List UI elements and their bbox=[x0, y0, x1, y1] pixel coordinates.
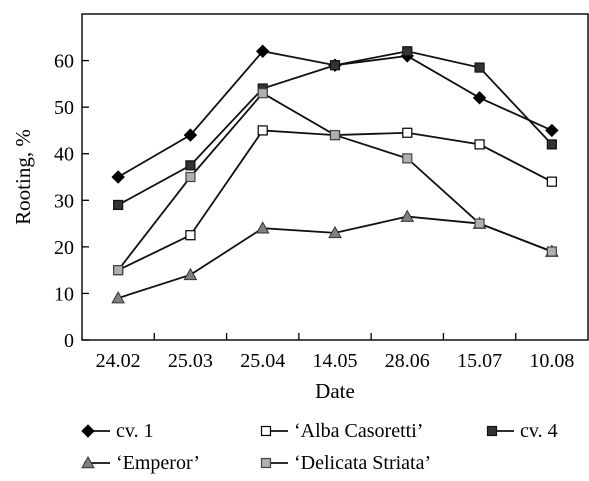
x-tick-label: 14.05 bbox=[313, 350, 358, 372]
legend-label: ‘Delicata Striata’ bbox=[294, 452, 431, 474]
y-tick-label: 40 bbox=[54, 144, 74, 166]
data-point bbox=[185, 171, 196, 183]
data-point bbox=[257, 88, 268, 99]
x-tick-label: 10.08 bbox=[529, 350, 574, 372]
legend-label: ‘Alba Casoretti’ bbox=[294, 420, 423, 442]
data-point bbox=[402, 127, 413, 138]
data-point bbox=[256, 44, 270, 58]
plot-frame bbox=[81, 13, 589, 341]
series-line bbox=[117, 92, 553, 271]
data-point bbox=[255, 221, 270, 234]
data-point bbox=[111, 170, 125, 184]
data-point bbox=[113, 265, 124, 276]
x-axis-ticks: 24.02 25.03 25.04 14.05 28.06 15.07 10.08 bbox=[96, 333, 574, 372]
y-tick-label: 0 bbox=[64, 330, 74, 352]
x-tick-label: 25.03 bbox=[168, 350, 213, 372]
data-point bbox=[111, 291, 125, 304]
data-point bbox=[329, 60, 341, 71]
y-axis-label: Rooting, % bbox=[11, 129, 35, 225]
data-point bbox=[546, 139, 557, 150]
legend-marker bbox=[81, 455, 95, 469]
series-lines bbox=[117, 50, 553, 299]
data-point bbox=[400, 209, 415, 222]
data-point bbox=[183, 128, 198, 142]
series-line bbox=[117, 50, 553, 206]
legend-label: cv. 1 bbox=[116, 420, 154, 442]
legend-marker bbox=[260, 457, 272, 469]
data-point bbox=[183, 267, 198, 281]
data-point bbox=[185, 230, 196, 241]
x-tick-label: 24.02 bbox=[96, 350, 141, 372]
y-axis-ticks: 0 10 20 30 40 50 60 bbox=[54, 51, 89, 352]
data-point bbox=[185, 160, 196, 171]
y-tick-label: 60 bbox=[54, 51, 74, 73]
data-point bbox=[329, 129, 341, 141]
legend-marker bbox=[81, 424, 95, 438]
data-point bbox=[257, 125, 268, 136]
data-point bbox=[545, 123, 559, 138]
x-tick-label: 25.04 bbox=[240, 350, 285, 372]
x-tick-label: 28.06 bbox=[385, 350, 430, 372]
data-point bbox=[474, 62, 485, 73]
data-point bbox=[474, 218, 485, 229]
y-tick-label: 10 bbox=[54, 283, 74, 305]
y-tick-label: 20 bbox=[54, 237, 74, 259]
legend-marker bbox=[260, 425, 272, 437]
legend-label: ‘Emperor’ bbox=[116, 452, 200, 474]
data-point bbox=[402, 153, 413, 164]
series-markers bbox=[111, 44, 559, 304]
x-tick-label: 15.07 bbox=[457, 350, 502, 372]
data-point bbox=[328, 225, 342, 239]
legend: cv. 1 ‘Alba Casoretti’ cv. 4 ‘Emperor’ ‘Deli… bbox=[81, 420, 558, 474]
data-point bbox=[402, 46, 413, 57]
y-tick-label: 50 bbox=[54, 97, 74, 119]
data-point bbox=[546, 176, 557, 187]
y-tick-label: 30 bbox=[54, 190, 74, 212]
data-point bbox=[472, 91, 487, 105]
data-point bbox=[474, 139, 485, 150]
data-point bbox=[113, 199, 124, 211]
legend-label: cv. 4 bbox=[520, 420, 558, 442]
legend-marker bbox=[486, 425, 498, 437]
x-axis-label: Date bbox=[315, 379, 355, 403]
data-point bbox=[546, 246, 557, 257]
series-line bbox=[117, 129, 553, 271]
